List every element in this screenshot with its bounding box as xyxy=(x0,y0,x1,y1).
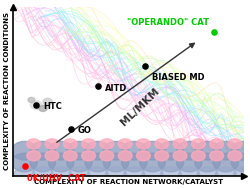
Text: "OPERANDO" CAT: "OPERANDO" CAT xyxy=(127,18,208,27)
Circle shape xyxy=(81,151,95,161)
Circle shape xyxy=(212,153,238,172)
Circle shape xyxy=(66,141,92,160)
Circle shape xyxy=(87,167,108,182)
Text: AITD: AITD xyxy=(105,84,127,93)
Point xyxy=(22,164,26,167)
Text: HTC: HTC xyxy=(43,102,62,111)
Point xyxy=(96,85,100,88)
Circle shape xyxy=(154,139,168,149)
Circle shape xyxy=(118,151,132,161)
Circle shape xyxy=(194,153,219,172)
Circle shape xyxy=(39,105,47,112)
Circle shape xyxy=(214,167,235,182)
Circle shape xyxy=(227,139,241,149)
Circle shape xyxy=(136,139,150,149)
Circle shape xyxy=(176,141,201,160)
Circle shape xyxy=(233,167,250,182)
Circle shape xyxy=(230,153,250,172)
Circle shape xyxy=(118,139,132,149)
Circle shape xyxy=(103,141,128,160)
Circle shape xyxy=(48,141,74,160)
Text: GO: GO xyxy=(77,126,91,135)
Circle shape xyxy=(100,139,113,149)
Circle shape xyxy=(136,151,150,161)
Y-axis label: COMPLEXITY OF REACTION CONDITIONS: COMPLEXITY OF REACTION CONDITIONS xyxy=(4,12,10,170)
Circle shape xyxy=(30,153,55,172)
Circle shape xyxy=(12,141,37,160)
Circle shape xyxy=(45,151,59,161)
Circle shape xyxy=(45,139,59,149)
Circle shape xyxy=(85,141,110,160)
Circle shape xyxy=(176,153,201,172)
Circle shape xyxy=(50,167,71,182)
Circle shape xyxy=(63,139,77,149)
Circle shape xyxy=(85,153,110,172)
Circle shape xyxy=(66,153,92,172)
Circle shape xyxy=(121,141,146,160)
Point xyxy=(68,127,72,130)
Circle shape xyxy=(14,167,35,182)
Circle shape xyxy=(154,151,168,161)
Circle shape xyxy=(124,167,144,182)
Circle shape xyxy=(48,153,74,172)
Circle shape xyxy=(139,141,165,160)
Circle shape xyxy=(212,141,238,160)
Text: BIASED MD: BIASED MD xyxy=(151,74,204,82)
Circle shape xyxy=(81,139,95,149)
Point xyxy=(211,31,215,34)
Circle shape xyxy=(32,167,53,182)
Circle shape xyxy=(194,141,219,160)
Circle shape xyxy=(28,97,35,102)
Circle shape xyxy=(172,151,186,161)
Circle shape xyxy=(209,151,223,161)
Circle shape xyxy=(190,151,204,161)
Circle shape xyxy=(43,98,52,105)
Circle shape xyxy=(196,167,217,182)
Circle shape xyxy=(26,139,40,149)
Circle shape xyxy=(209,139,223,149)
Circle shape xyxy=(158,153,183,172)
Circle shape xyxy=(142,167,162,182)
X-axis label: COMPLEXITY OF REACTION NETWORK/CATALYST: COMPLEXITY OF REACTION NETWORK/CATALYST xyxy=(34,179,222,185)
Circle shape xyxy=(227,151,241,161)
Circle shape xyxy=(30,101,42,109)
Circle shape xyxy=(172,139,186,149)
Circle shape xyxy=(121,153,146,172)
Circle shape xyxy=(139,153,165,172)
Circle shape xyxy=(158,141,183,160)
Circle shape xyxy=(12,153,37,172)
Circle shape xyxy=(105,167,126,182)
Circle shape xyxy=(26,151,40,161)
Circle shape xyxy=(230,141,250,160)
Point xyxy=(34,104,38,107)
Circle shape xyxy=(30,141,55,160)
Circle shape xyxy=(178,167,199,182)
Text: 0K/UHV  CAT: 0K/UHV CAT xyxy=(27,173,85,182)
Text: ML/MKM: ML/MKM xyxy=(118,86,161,128)
Circle shape xyxy=(69,167,89,182)
Point xyxy=(142,65,146,68)
Circle shape xyxy=(100,151,113,161)
Circle shape xyxy=(190,139,204,149)
Circle shape xyxy=(63,151,77,161)
Circle shape xyxy=(103,153,128,172)
Circle shape xyxy=(160,167,180,182)
